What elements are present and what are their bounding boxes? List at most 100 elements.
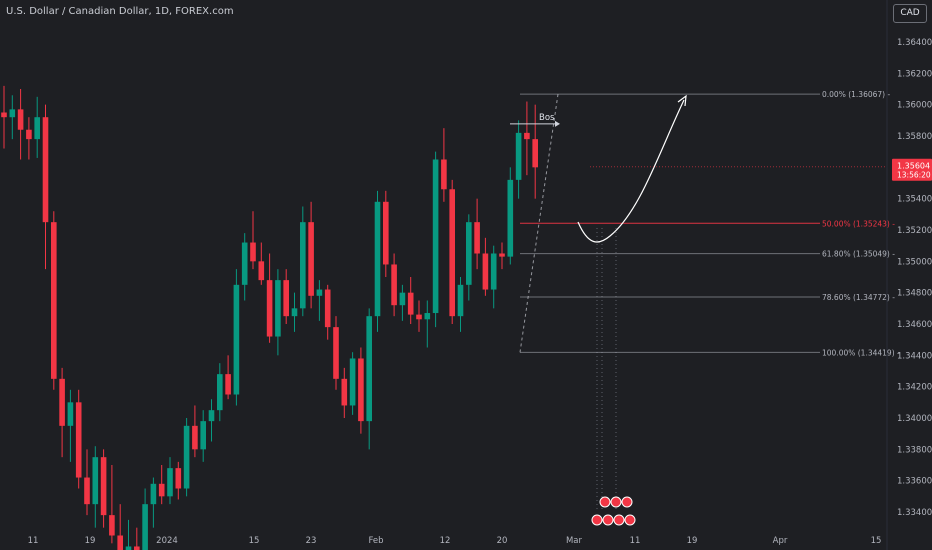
fib-level-label: 61.80% (1.35049) - — [822, 250, 895, 259]
x-tick-label: 2024 — [156, 536, 178, 546]
candle-body — [158, 483, 165, 497]
candle-body — [383, 201, 389, 265]
candle-body — [308, 222, 314, 296]
x-tick-label: 19 — [687, 536, 698, 546]
x-tick-label: 15 — [871, 536, 882, 546]
y-tick-label: 1.35200 — [897, 226, 932, 236]
candle-body — [358, 358, 364, 422]
current-price-value: 1.35604 — [897, 162, 930, 171]
price-countdown: 13:56:20 — [897, 171, 931, 180]
candle-body — [92, 457, 99, 505]
candle-body — [175, 468, 182, 489]
fib-level-label: 0.00% (1.36067) - — [822, 90, 890, 99]
candle-body — [150, 483, 157, 505]
candle-body — [441, 159, 447, 190]
y-tick-label: 1.34800 — [897, 289, 932, 299]
x-tick-label: 23 — [306, 536, 317, 546]
economic-event-icon[interactable] — [591, 514, 603, 526]
candle-body — [482, 253, 489, 290]
candle-body — [192, 425, 198, 450]
candle-body — [208, 410, 215, 422]
y-tick-label: 1.34000 — [897, 414, 932, 424]
candle-body — [225, 374, 231, 395]
economic-event-icon[interactable] — [613, 514, 625, 526]
candle-body — [341, 378, 348, 406]
candle-body — [324, 289, 331, 328]
candle-body — [217, 374, 223, 411]
y-tick-label: 1.36000 — [897, 101, 932, 111]
candle-body — [42, 117, 49, 223]
candle-body — [474, 222, 480, 254]
fib-anchor-line — [519, 94, 559, 353]
candle-body — [200, 421, 206, 450]
current-price-tag — [892, 158, 932, 181]
candle-body — [449, 189, 455, 317]
candle-body — [374, 201, 381, 317]
candle-body — [67, 402, 74, 426]
economic-event-icon[interactable] — [610, 496, 622, 508]
candle-body — [241, 242, 248, 285]
candle-body — [59, 378, 65, 426]
y-tick-label: 1.34400 — [897, 351, 932, 361]
candle-body — [532, 139, 538, 168]
candle-body — [399, 292, 406, 306]
candle-body — [466, 222, 472, 285]
economic-event-icon[interactable] — [599, 496, 611, 508]
candle-body — [142, 504, 148, 550]
y-tick-label: 1.33600 — [897, 477, 932, 487]
candle-body — [275, 280, 281, 337]
candle-body — [515, 132, 522, 180]
economic-event-icon[interactable] — [602, 514, 614, 526]
candle-body — [34, 117, 40, 140]
x-tick-label: 12 — [440, 536, 451, 546]
candle-body — [499, 253, 505, 257]
projection-curve — [577, 99, 685, 243]
y-tick-label: 1.35000 — [897, 257, 932, 267]
candle-body — [117, 535, 123, 550]
candle-body — [125, 546, 132, 550]
candle-body — [17, 109, 24, 130]
fib-level-label: 50.00% (1.35243) - — [822, 219, 895, 228]
bos-label: Bos — [539, 113, 555, 123]
candle-body — [300, 222, 306, 309]
y-tick-label: 1.36400 — [897, 38, 932, 48]
candle-body — [9, 109, 16, 118]
symbol-title: U.S. Dollar / Canadian Dollar, 1D, FOREX… — [6, 6, 234, 17]
bos-arrowhead-icon — [555, 120, 560, 127]
y-tick-label: 1.34200 — [897, 383, 932, 393]
fib-level-label: 100.00% (1.34419) - — [822, 348, 900, 357]
candle-body — [424, 313, 431, 320]
y-tick-label: 1.35800 — [897, 132, 932, 142]
candle-body — [490, 253, 497, 290]
candle-body — [333, 327, 339, 379]
y-tick-label: 1.36200 — [897, 69, 932, 79]
candle-body — [366, 316, 372, 422]
candle-body — [316, 289, 323, 296]
candle-body — [75, 402, 82, 478]
candle-body — [416, 314, 422, 320]
y-tick-label: 1.35400 — [897, 195, 932, 205]
candle-body — [407, 292, 414, 315]
candle-body — [258, 261, 265, 281]
candle-body — [507, 179, 514, 257]
candle-body — [183, 425, 190, 489]
economic-event-icon[interactable] — [621, 496, 633, 508]
economic-event-icon[interactable] — [624, 514, 636, 526]
y-tick-label: 1.34600 — [897, 320, 932, 330]
candle-body — [283, 280, 289, 317]
candle-body — [26, 129, 32, 140]
candle-body — [1, 112, 7, 118]
candle-body — [432, 159, 439, 314]
candle-body — [266, 280, 273, 337]
candle-body — [349, 358, 356, 406]
x-tick-label: 19 — [85, 536, 96, 546]
fib-level-label: 78.60% (1.34772) - — [822, 293, 895, 302]
currency-badge[interactable]: CAD — [893, 4, 927, 23]
candle-body — [51, 222, 57, 379]
x-tick-label: Apr — [773, 536, 788, 546]
x-tick-label: 11 — [28, 536, 39, 546]
candle-body — [233, 284, 240, 395]
candle-body — [100, 457, 107, 516]
